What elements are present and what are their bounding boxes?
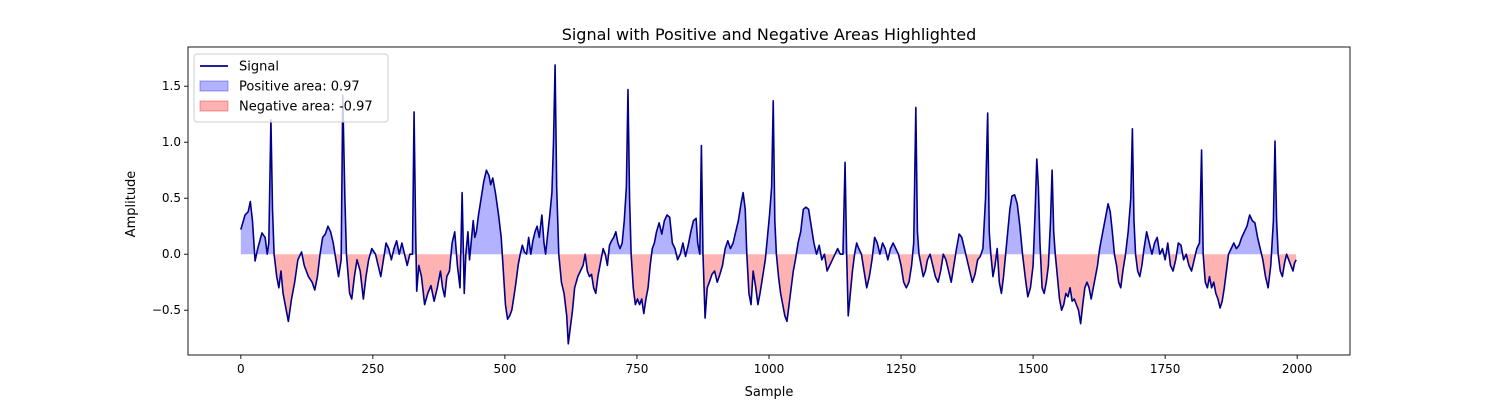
legend-label: Signal <box>239 60 279 75</box>
legend-label: Negative area: -0.97 <box>239 100 373 115</box>
axes: 0 250 500 750 1000 1250 1500 1750 2000 −0.5 0.0 0.5… <box>152 46 1351 376</box>
legend: Signal Positive area: 0.97 Negative area: … <box>193 53 389 123</box>
x-tick-label: 2000 <box>1282 362 1313 376</box>
chart-title: Signal with Positive and Negative Areas … <box>562 25 977 44</box>
y-tick-label: 1.5 <box>162 79 181 93</box>
signal-line <box>240 64 1297 345</box>
legend-swatch-positive <box>199 80 229 92</box>
legend-swatch-negative <box>199 100 229 112</box>
y-tick-label: 0.5 <box>162 191 181 205</box>
y-axis-label: Amplitude <box>124 171 139 238</box>
y-tick-label: −0.5 <box>152 303 181 317</box>
x-tick-label: 1750 <box>1150 362 1181 376</box>
legend-label: Positive area: 0.97 <box>239 80 360 95</box>
legend-box <box>193 53 389 123</box>
x-tick-label: 500 <box>493 362 516 376</box>
plot-area <box>240 64 1297 345</box>
x-tick-label: 1500 <box>1018 362 1049 376</box>
x-tick-label: 1250 <box>886 362 917 376</box>
negative-area-fill <box>240 254 1297 344</box>
x-tick-label: 1000 <box>754 362 785 376</box>
x-tick-label: 750 <box>626 362 649 376</box>
x-tick-label: 0 <box>237 362 245 376</box>
y-tick-label: 1.0 <box>162 135 181 149</box>
x-axis-label: Sample <box>745 385 794 400</box>
y-tick-label: 0.0 <box>162 247 181 261</box>
x-tick-label: 250 <box>361 362 384 376</box>
